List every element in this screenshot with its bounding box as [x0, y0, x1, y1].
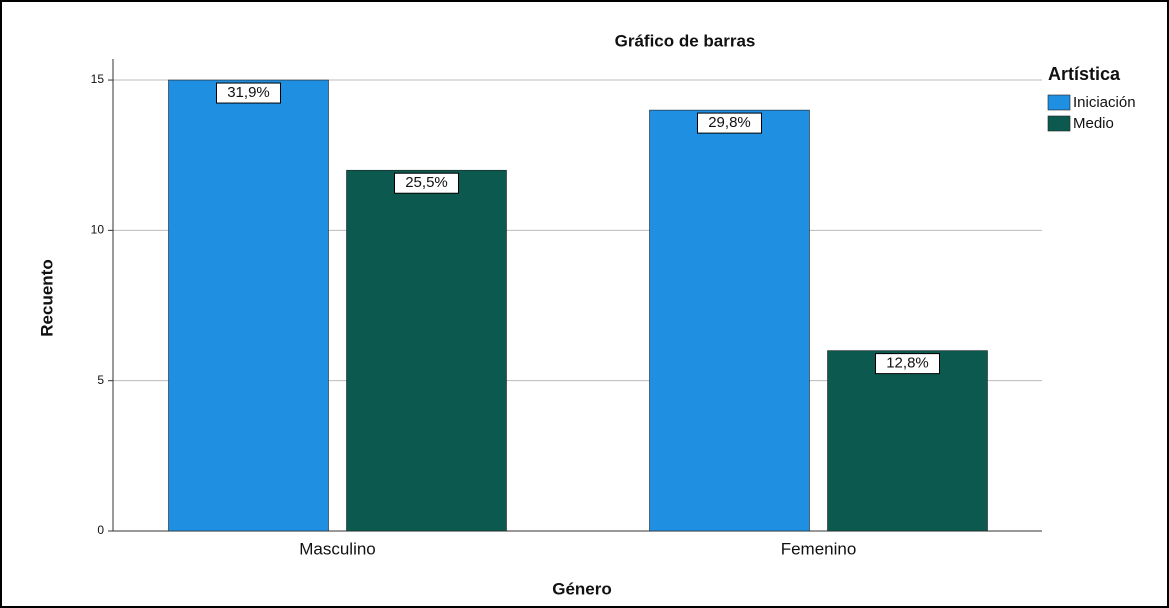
bar: [649, 109, 810, 532]
x-tick-label: Masculino: [299, 539, 376, 558]
data-label: 29,8%: [708, 114, 751, 131]
data-label-box: [697, 112, 762, 134]
data-label: 31,9%: [227, 84, 270, 101]
y-tick-label: 10: [91, 223, 105, 237]
data-label-box: [394, 172, 459, 194]
data-label-box: [216, 82, 281, 104]
legend-swatch: [1047, 94, 1071, 111]
data-label: 12,8%: [886, 355, 929, 372]
data-label: 25,5%: [405, 174, 448, 191]
legend-swatch: [1047, 115, 1071, 132]
bar: [827, 350, 988, 532]
bar: [168, 79, 329, 532]
bar: [346, 169, 507, 532]
data-label-box: [875, 353, 940, 375]
legend-label: Iniciación: [1073, 94, 1136, 111]
y-tick-label: 5: [97, 373, 104, 387]
x-axis-label: Género: [552, 579, 612, 598]
legend-title: Artística: [1048, 64, 1121, 84]
y-axis-label: Recuento: [37, 259, 56, 336]
x-tick-label: Femenino: [781, 539, 857, 558]
legend-label: Medio: [1073, 115, 1114, 132]
y-tick-label: 0: [97, 523, 104, 537]
y-tick-label: 15: [91, 72, 105, 86]
chart-title: Gráfico de barras: [615, 31, 756, 50]
